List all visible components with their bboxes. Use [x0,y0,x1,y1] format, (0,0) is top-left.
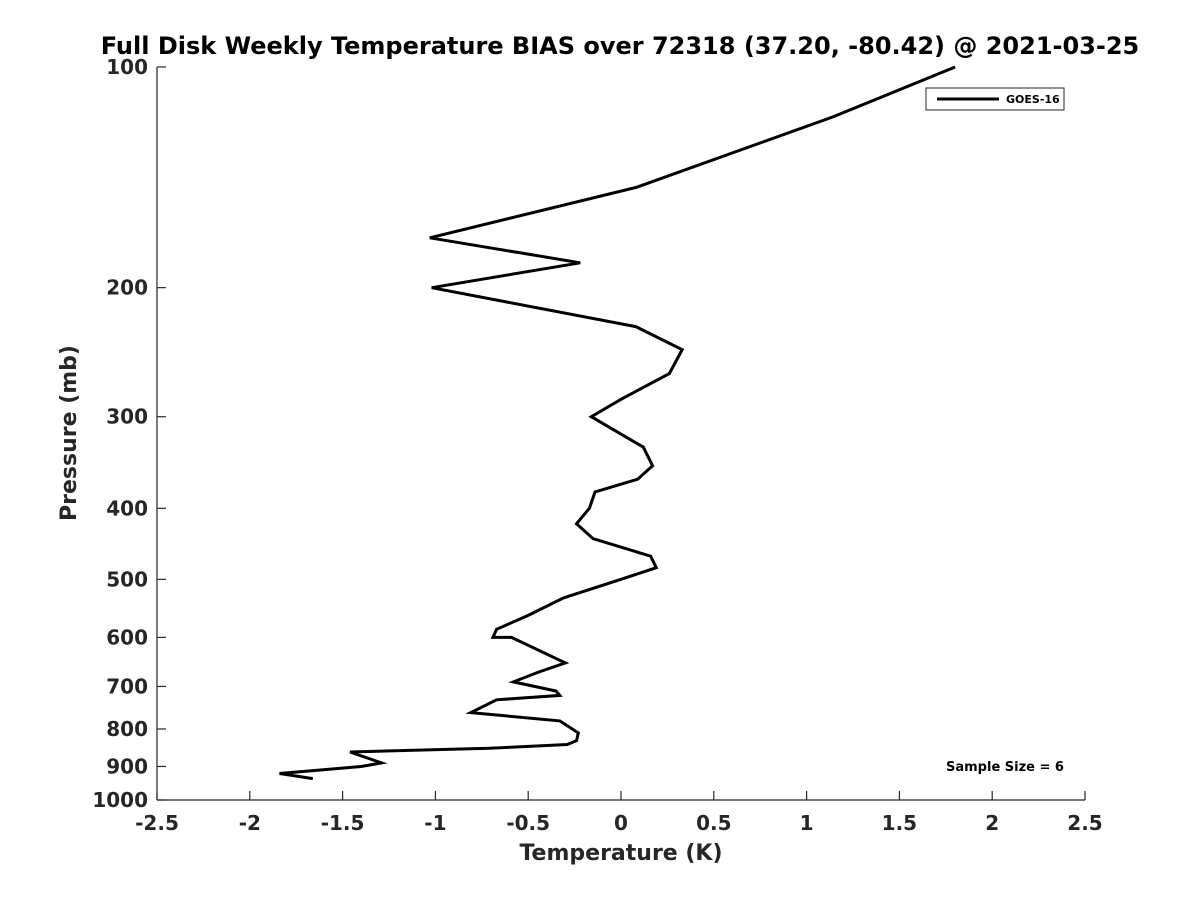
x-axis-ticks: -2.5 -2 -1.5 -1 -0.5 0 0.5 1 1.5 2 2.5 [135,791,1103,835]
x-tick-label: 0 [614,811,628,835]
sample-size-annotation: Sample Size = 6 [946,760,1064,775]
x-tick-label: 1 [800,811,814,835]
series-group [279,65,956,781]
y-tick-label: 800 [106,717,148,741]
x-tick-label: -1 [424,811,446,835]
x-tick-label: -1.5 [321,811,365,835]
y-axis-ticks: 100 200 300 400 500 600 700 800 900 1000 [92,55,166,812]
chart-title: Full Disk Weekly Temperature BIAS over 7… [101,32,1140,60]
x-tick-label: 1.5 [882,811,917,835]
y-tick-label: 400 [106,496,148,520]
x-tick-label: 2 [985,811,999,835]
y-tick-label: 100 [106,55,148,79]
y-tick-label: 200 [106,276,148,300]
x-tick-label: -2 [239,811,261,835]
y-tick-label: 600 [106,625,148,649]
legend: GOES-16 [925,87,1065,111]
x-tick-label: -0.5 [506,811,550,835]
series-line-goes-16 [279,65,956,781]
y-tick-label: 1000 [92,788,148,812]
y-tick-label: 700 [106,674,148,698]
y-tick-label: 900 [106,754,148,778]
x-tick-label: 2.5 [1067,811,1102,835]
legend-label-goes-16: GOES-16 [1006,93,1060,106]
y-axis-label: Pressure (mb) [57,345,82,521]
x-tick-label: -2.5 [135,811,179,835]
x-axis-label: Temperature (K) [519,841,722,866]
y-tick-label: 300 [106,405,148,429]
x-tick-label: 0.5 [696,811,731,835]
y-tick-label: 500 [106,567,148,591]
